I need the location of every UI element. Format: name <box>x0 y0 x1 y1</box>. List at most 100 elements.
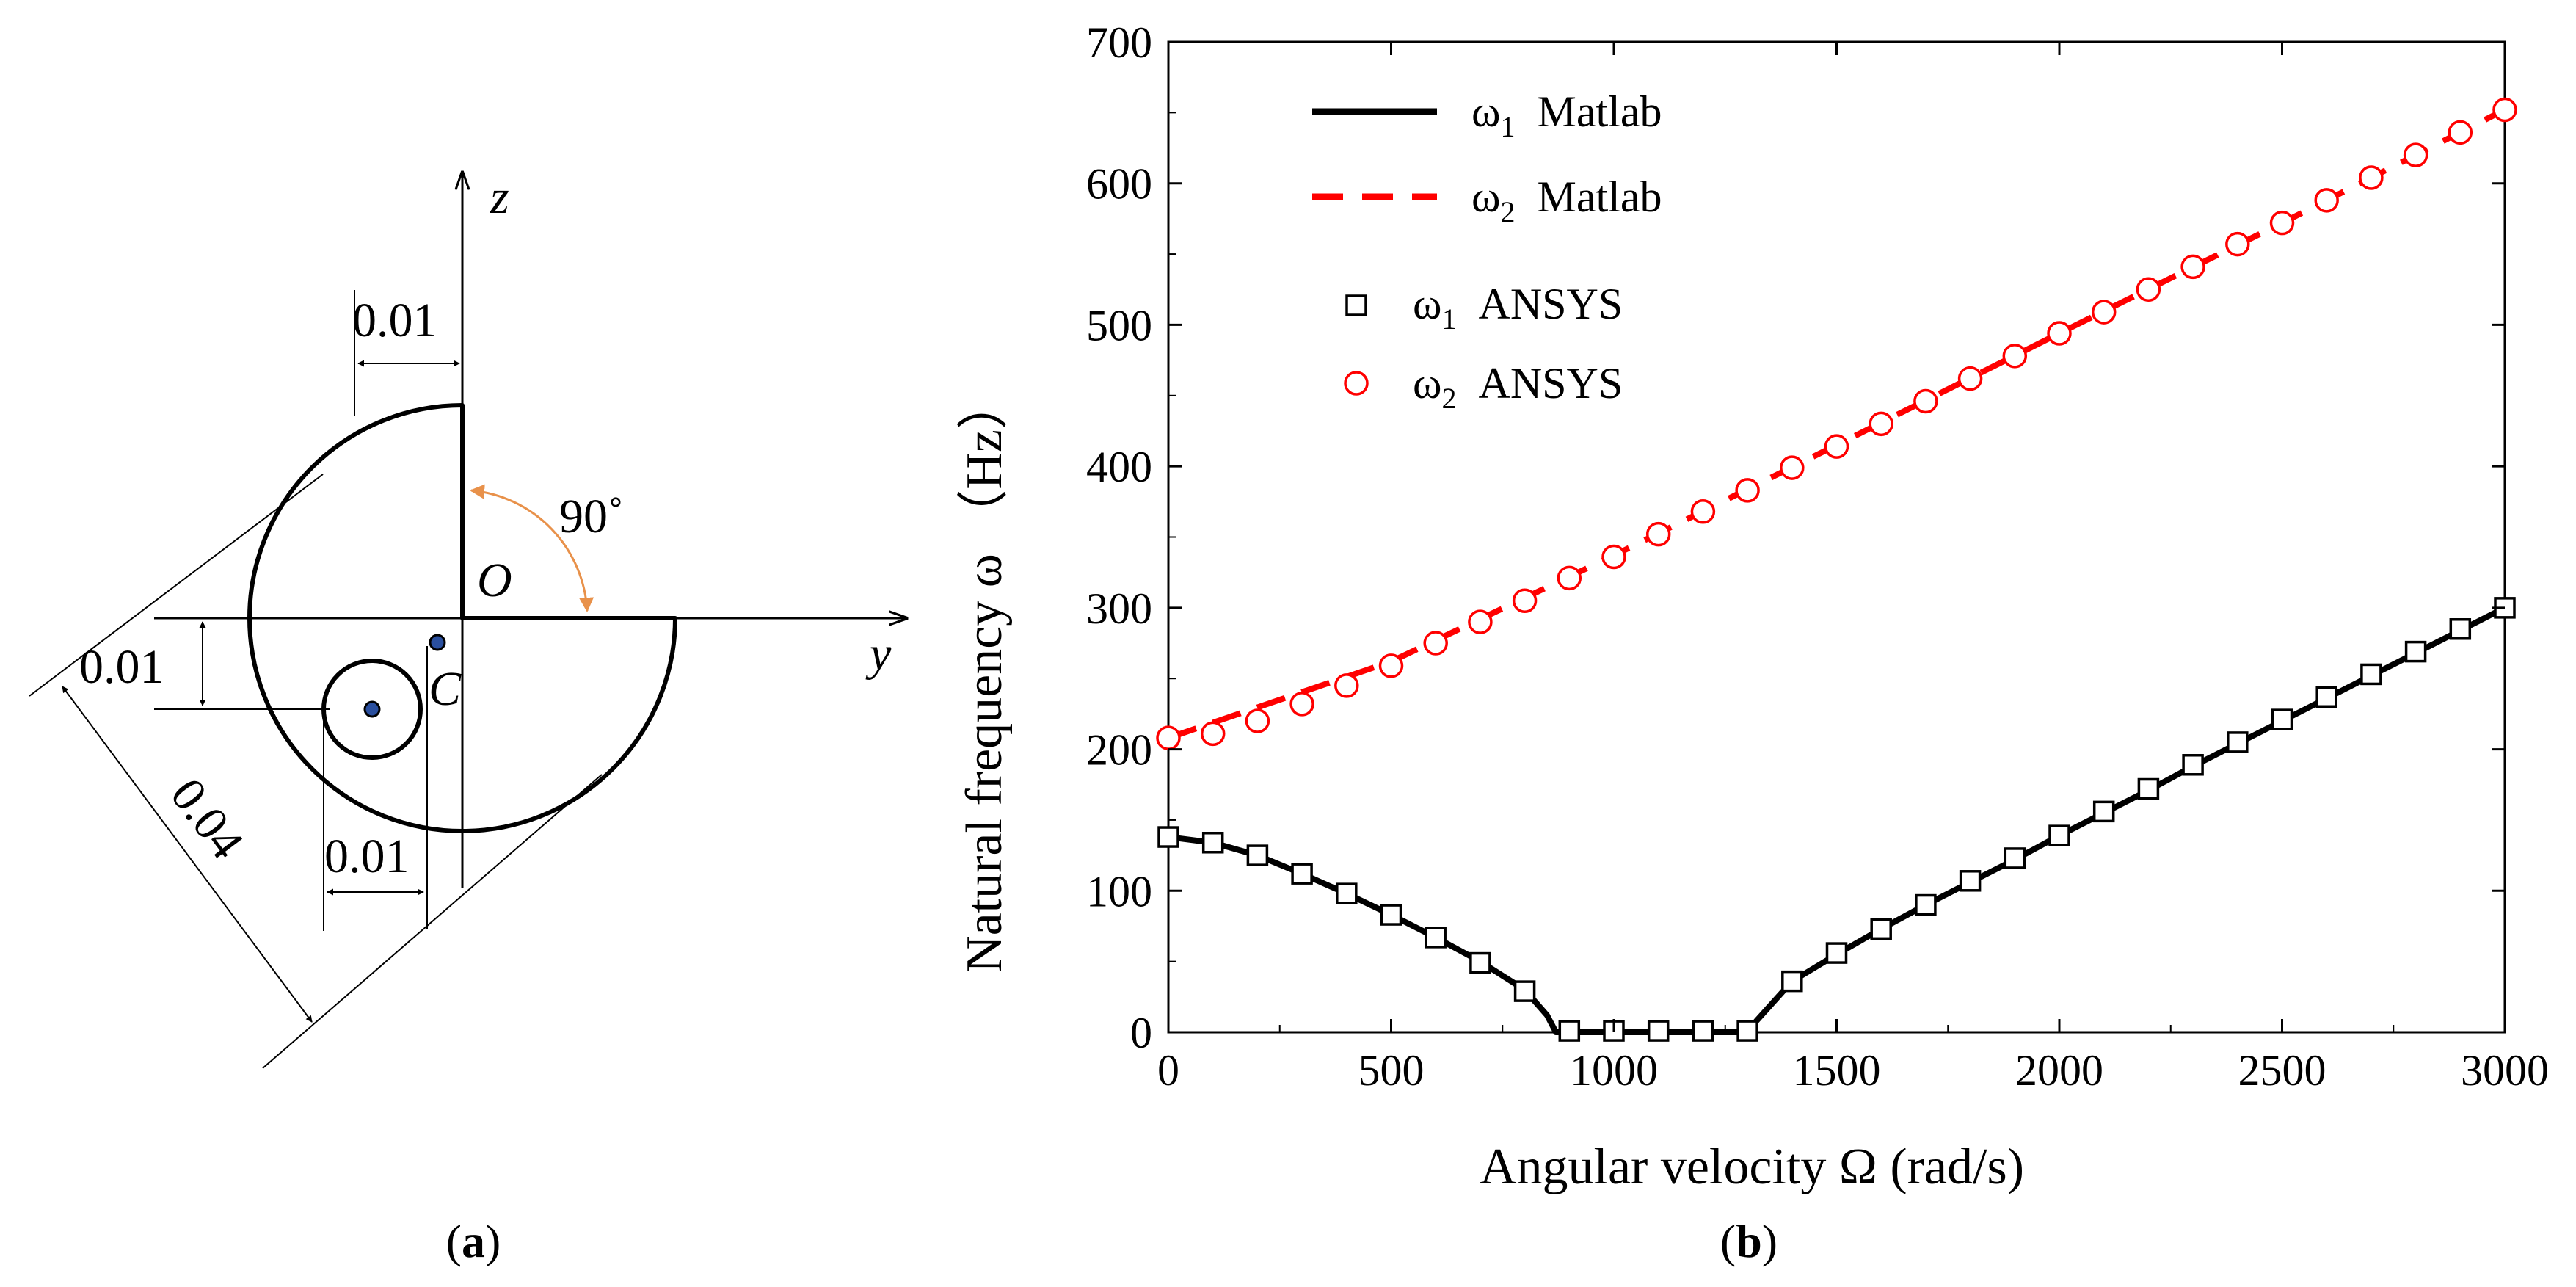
data-point--1-ansys <box>1959 870 1982 892</box>
y-tick-label: 0 <box>1130 1009 1152 1057</box>
data-point--2-ansys <box>1423 631 1448 656</box>
legend-marker-w2-ansys <box>1344 371 1369 396</box>
data-point--1-ansys <box>1336 882 1358 904</box>
data-point--2-ansys <box>2269 210 2295 236</box>
legend: ω1 Matlab ω2 Matlab ω1 ANSYS ω2 ANSYS <box>1312 87 1662 415</box>
plot-frame <box>1167 40 2506 1034</box>
data-point--2-ansys <box>1913 388 1938 414</box>
data-point--1-ansys <box>1692 1020 1714 1042</box>
z-axis-label: z <box>490 170 509 224</box>
legend-marker-w1-ansys <box>1345 294 1367 316</box>
caption-b: (b) <box>1720 1215 1778 1267</box>
data-point--1-ansys <box>2227 731 2249 753</box>
legend-label-w2-ansys: ω2 ANSYS <box>1413 359 1623 415</box>
data-point--1-ansys <box>1469 951 1491 974</box>
x-tick-label: 0 <box>1157 1046 1179 1095</box>
x-tick-label: 500 <box>1358 1046 1425 1095</box>
data-point--1-ansys <box>2404 640 2427 663</box>
data-point--2-ansys <box>1289 692 1314 717</box>
data-point--2-ansys <box>2180 254 2205 280</box>
data-point--2-ansys <box>1156 725 1181 750</box>
data-point--1-ansys <box>2449 618 2472 640</box>
data-point--2-ansys <box>1557 565 1582 591</box>
x-axis-title: Angular velocity Ω (rad/s) <box>1480 1139 2024 1195</box>
data-point--1-ansys <box>1425 927 1447 949</box>
data-point--1-ansys <box>2048 824 2070 846</box>
data-point--2-ansys <box>2091 300 2117 325</box>
legend-label-w2-matlab: ω2 Matlab <box>1471 173 1662 228</box>
data-point--1-ansys <box>1157 826 1179 848</box>
data-point--2-ansys <box>1957 366 1983 391</box>
ticks-layer: 0 500 1000 1500 2000 2500 3000 0 100 200 300 400 500… <box>1086 18 2549 1095</box>
plot-area <box>1167 40 2506 1034</box>
data-point--1-ansys <box>2182 754 2204 776</box>
origin-label: O <box>477 554 512 607</box>
y-axis-label: y <box>865 627 892 681</box>
y-tick-label: 600 <box>1086 160 1152 209</box>
data-point--2-ansys <box>1869 411 1893 437</box>
data-point--1-ansys <box>1513 980 1536 1002</box>
series-layer <box>1167 106 2506 1035</box>
y-tick-label: 500 <box>1086 301 1152 349</box>
data-point--2-ansys <box>1824 434 1849 459</box>
y-tick-label: 400 <box>1086 443 1152 491</box>
data-point--1-ansys <box>1201 832 1224 854</box>
x-tick-label: 3000 <box>2461 1046 2549 1095</box>
data-point--1-ansys <box>2137 777 2160 800</box>
data-point--1-ansys <box>2092 800 2115 823</box>
data-point--1-ansys <box>1781 970 1803 993</box>
data-point--2-ansys <box>2047 321 2072 346</box>
data-point--1-ansys <box>2004 847 2026 869</box>
data-point--2-ansys <box>2314 188 2339 213</box>
data-point--2-ansys <box>1378 653 1404 678</box>
data-point--2-ansys <box>2136 277 2161 302</box>
angle-label: 90˚ <box>559 490 624 543</box>
data-point--2-ansys <box>1780 455 1805 480</box>
data-point--1-ansys <box>1825 942 1848 964</box>
data-point--1-ansys <box>1870 918 1892 940</box>
centroid-dot <box>429 634 446 651</box>
data-point--2-ansys <box>2359 165 2384 190</box>
data-point--1-ansys <box>1558 1020 1581 1042</box>
dim-top-label: 0.01 <box>352 294 437 347</box>
data-point--2-ansys <box>1200 721 1226 747</box>
data-point--1-ansys <box>2360 663 2382 686</box>
data-point--2-ansys <box>1645 521 1671 547</box>
centroid-label: C <box>429 662 462 716</box>
data-point--1-ansys <box>1380 904 1402 926</box>
data-point--1-ansys <box>1915 893 1937 916</box>
y-tick-label: 200 <box>1086 726 1152 775</box>
y-tick-label: 300 <box>1086 584 1152 633</box>
tangent-line <box>262 774 603 1069</box>
panel-b-chart: 0 500 1000 1500 2000 2500 3000 0 100 200 300 400 500… <box>956 18 2549 1267</box>
data-point--1-ansys <box>2271 708 2293 730</box>
tangent-line <box>29 474 324 697</box>
data-point--2-ansys <box>2225 231 2250 257</box>
marker-layer <box>1156 97 2517 1042</box>
data-point--1-ansys <box>1246 844 1269 866</box>
data-point--2-ansys <box>1601 544 1626 570</box>
series-line--2-matlab <box>1167 106 2506 741</box>
y-axis-title: Natural frequency ω （Hz） <box>956 378 1013 973</box>
data-point--2-ansys <box>2403 142 2428 167</box>
x-tick-label: 1000 <box>1570 1046 1658 1095</box>
legend-label-w1-matlab: ω1 Matlab <box>1471 87 1662 143</box>
x-tick-label: 1500 <box>1793 1046 1881 1095</box>
dim-left-label: 0.01 <box>79 640 164 694</box>
data-point--2-ansys <box>1468 609 1493 634</box>
data-point--1-ansys <box>1291 863 1313 885</box>
data-point--2-ansys <box>1334 673 1359 698</box>
data-point--2-ansys <box>1735 478 1760 503</box>
panel-a-diagram: z y O C 90˚ 0.01 0.01 0.01 0.04 <box>29 170 906 1267</box>
data-point--2-ansys <box>1690 499 1716 524</box>
x-tick-label: 2500 <box>2238 1046 2326 1095</box>
data-point--1-ansys <box>2315 686 2337 708</box>
hole-center-dot <box>363 700 381 718</box>
y-tick-label: 700 <box>1086 18 1152 67</box>
data-point--1-ansys <box>1736 1020 1758 1042</box>
data-point--2-ansys <box>1512 588 1538 613</box>
data-point--2-ansys <box>2448 120 2473 145</box>
x-tick-label: 2000 <box>2015 1046 2103 1095</box>
legend-label-w1-ansys: ω1 ANSYS <box>1413 280 1623 336</box>
